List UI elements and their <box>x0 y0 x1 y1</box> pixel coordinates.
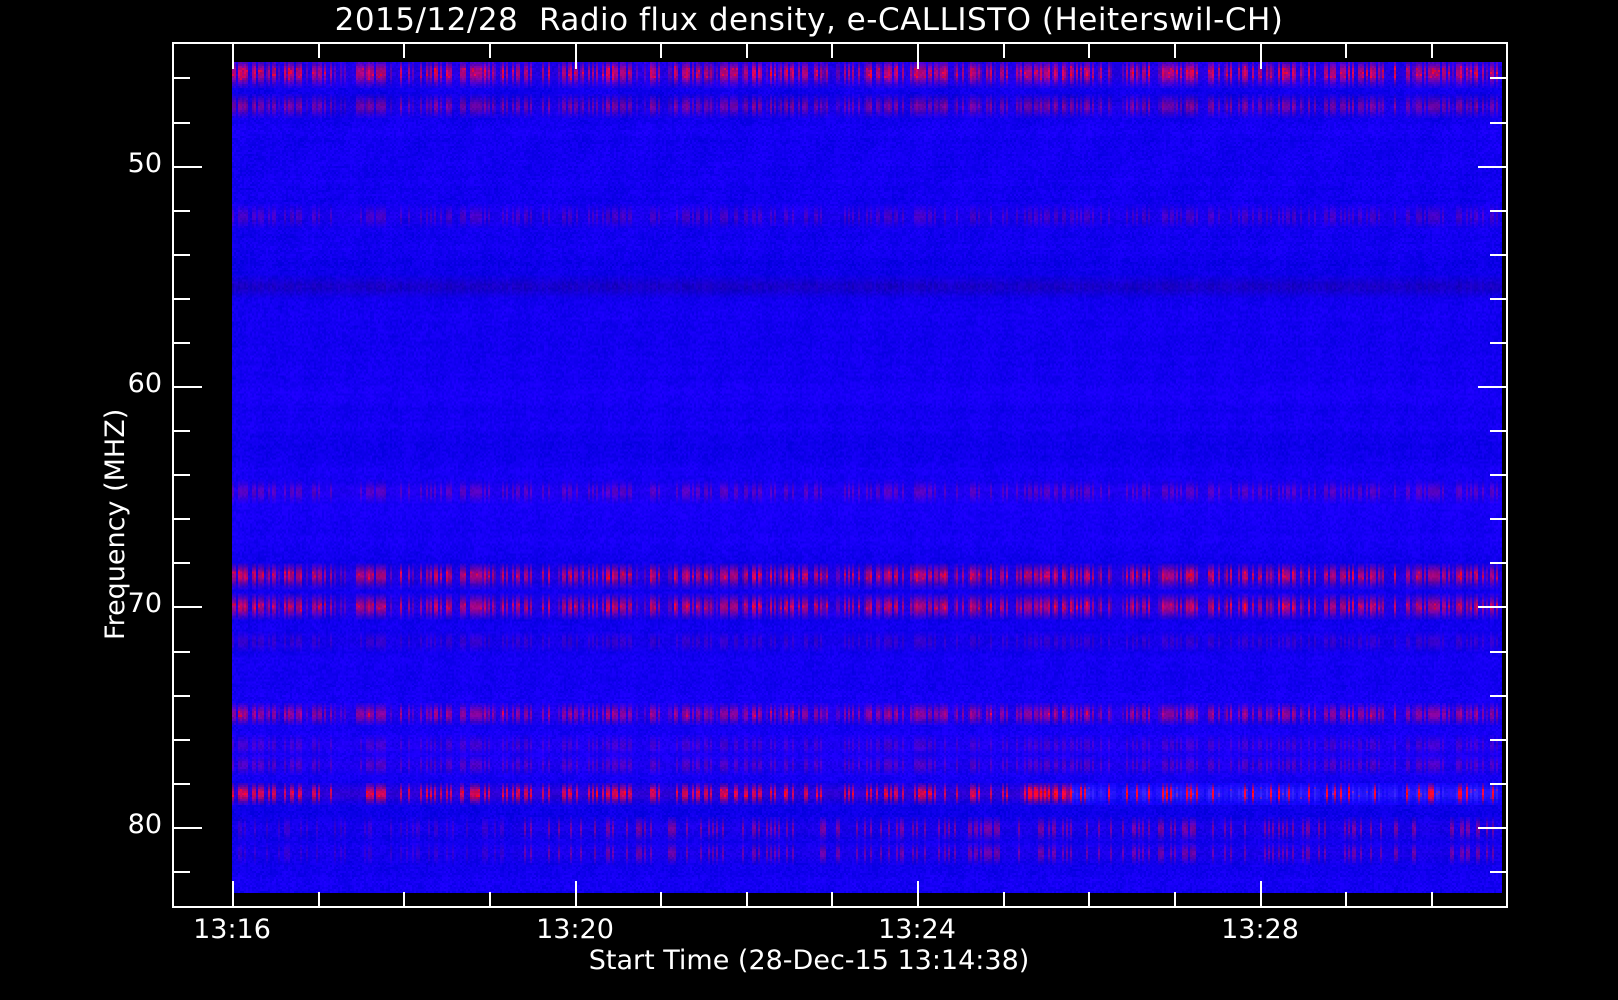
axis-tick <box>1431 43 1433 58</box>
axis-tick <box>174 651 190 653</box>
axis-tick <box>489 43 491 58</box>
axis-tick <box>174 695 190 697</box>
axis-tick <box>831 43 833 58</box>
axis-tick <box>174 298 190 300</box>
x-axis-title: Start Time (28-Dec-15 13:14:38) <box>588 945 1030 976</box>
axis-tick <box>174 122 190 124</box>
axis-tick <box>489 892 491 907</box>
axis-tick <box>1490 430 1506 432</box>
axis-tick <box>660 892 662 907</box>
axis-tick <box>403 892 405 907</box>
x-tick-label-2: 13:24 <box>878 914 956 945</box>
axis-tick <box>1174 43 1176 58</box>
y-tick-label-80: 80 <box>127 809 162 840</box>
axis-tick <box>318 43 320 58</box>
axis-tick <box>174 166 202 168</box>
axis-tick <box>1490 122 1506 124</box>
axis-tick <box>1490 474 1506 476</box>
axis-tick <box>1345 892 1347 907</box>
axis-tick <box>174 254 190 256</box>
axis-tick <box>1490 77 1506 79</box>
axis-tick <box>1478 827 1506 829</box>
axis-tick <box>1490 254 1506 256</box>
y-tick-label-70: 70 <box>127 588 162 619</box>
axis-tick <box>1478 606 1506 608</box>
axis-tick <box>660 43 662 58</box>
axis-tick <box>1260 881 1262 907</box>
axis-tick <box>1088 43 1090 58</box>
axis-tick <box>1088 892 1090 907</box>
axis-tick <box>1490 739 1506 741</box>
axis-tick <box>174 210 190 212</box>
axis-tick <box>174 430 190 432</box>
axis-tick <box>1174 892 1176 907</box>
axis-tick <box>174 474 190 476</box>
spectrogram-image <box>232 62 1502 893</box>
axis-tick <box>1490 871 1506 873</box>
axis-tick <box>1431 892 1433 907</box>
axis-tick <box>917 43 919 69</box>
axis-tick <box>1490 651 1506 653</box>
axis-tick <box>1490 298 1506 300</box>
axis-tick <box>174 562 190 564</box>
x-tick-label-1: 13:20 <box>536 914 614 945</box>
axis-tick <box>232 43 234 69</box>
axis-tick <box>575 43 577 69</box>
axis-tick <box>1490 210 1506 212</box>
axis-tick <box>1478 386 1506 388</box>
axis-tick <box>174 386 202 388</box>
y-axis-title: Frequency (MHZ) <box>100 408 131 640</box>
axis-tick <box>174 871 190 873</box>
axis-tick <box>1490 695 1506 697</box>
axis-tick <box>1260 43 1262 69</box>
axis-tick <box>1478 166 1506 168</box>
axis-tick <box>1490 518 1506 520</box>
axis-tick <box>318 892 320 907</box>
axis-tick <box>403 43 405 58</box>
y-tick-label-60: 60 <box>127 368 162 399</box>
axis-tick <box>1345 43 1347 58</box>
axis-tick <box>1490 783 1506 785</box>
axis-tick <box>174 827 202 829</box>
axis-tick <box>746 43 748 58</box>
axis-tick <box>746 892 748 907</box>
axis-tick <box>174 606 202 608</box>
axis-tick <box>174 518 190 520</box>
axis-tick <box>174 739 190 741</box>
axis-tick <box>917 881 919 907</box>
axis-tick <box>174 783 190 785</box>
axis-tick <box>1490 562 1506 564</box>
axis-tick <box>1003 43 1005 58</box>
axis-tick <box>1490 342 1506 344</box>
page-title: 2015/12/28 Radio flux density, e-CALLIST… <box>334 2 1284 38</box>
x-tick-label-3: 13:28 <box>1221 914 1299 945</box>
axis-tick <box>174 342 190 344</box>
x-tick-label-0: 13:16 <box>193 914 271 945</box>
axis-tick <box>232 881 234 907</box>
y-tick-label-50: 50 <box>127 148 162 179</box>
axis-tick <box>174 77 190 79</box>
axis-tick <box>831 892 833 907</box>
axis-tick <box>575 881 577 907</box>
axis-tick <box>1003 892 1005 907</box>
